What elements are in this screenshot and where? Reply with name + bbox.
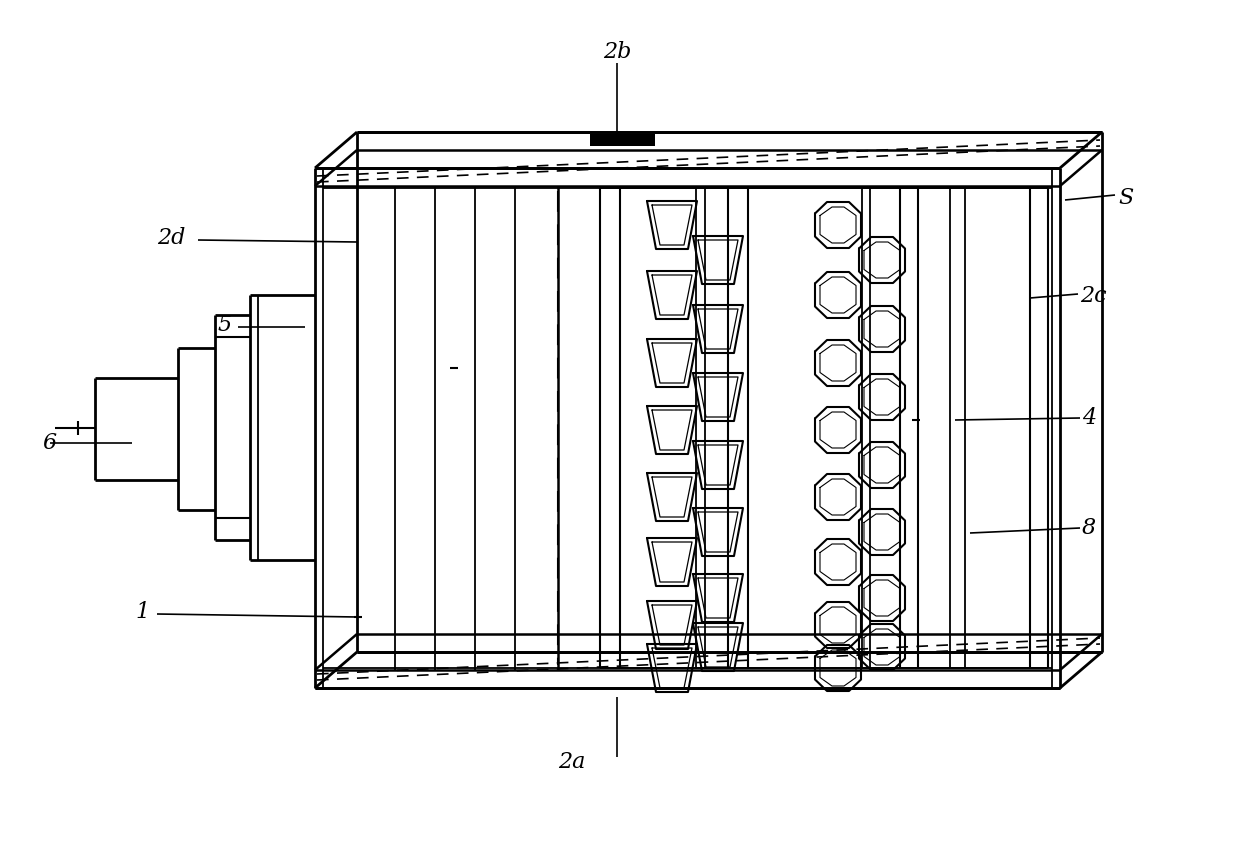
- Bar: [590, 134, 655, 146]
- Text: 4: 4: [1083, 407, 1096, 429]
- Text: 1: 1: [136, 601, 150, 623]
- Text: 2c: 2c: [1080, 285, 1106, 307]
- Text: 2b: 2b: [603, 41, 631, 63]
- Text: 2d: 2d: [156, 227, 185, 249]
- Text: 5: 5: [218, 314, 232, 336]
- Text: 6: 6: [42, 432, 56, 454]
- Text: 8: 8: [1083, 517, 1096, 539]
- Text: S: S: [1118, 187, 1133, 209]
- Text: 2a: 2a: [558, 751, 585, 773]
